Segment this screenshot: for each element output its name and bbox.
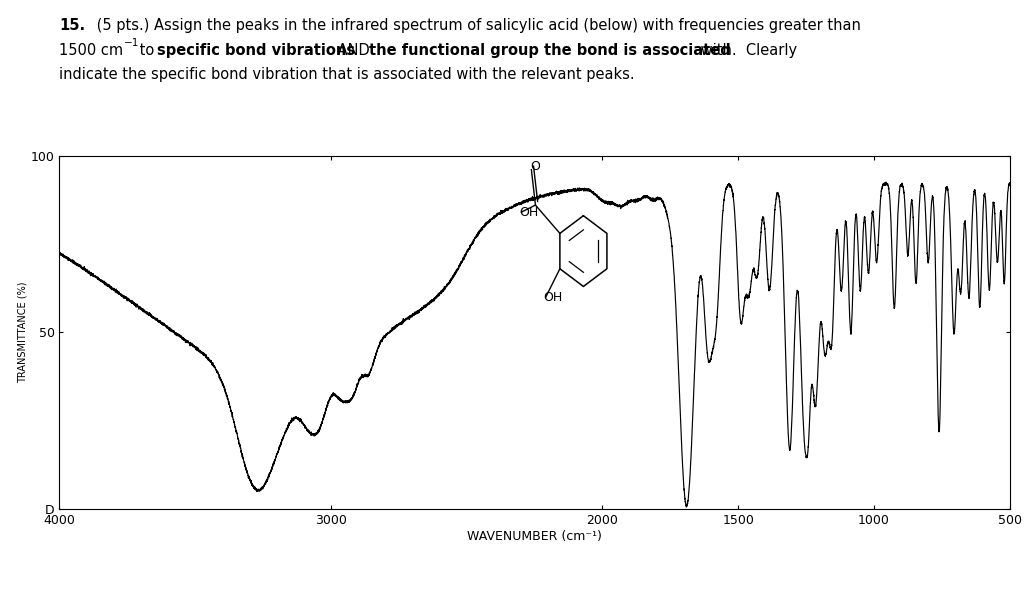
- Text: OH: OH: [544, 290, 563, 304]
- Text: O: O: [530, 160, 540, 173]
- Text: specific bond vibrations: specific bond vibrations: [157, 43, 354, 58]
- Text: (5 pts.) Assign the peaks in the infrared spectrum of salicylic acid (below) wit: (5 pts.) Assign the peaks in the infrare…: [92, 18, 861, 34]
- Text: to: to: [135, 43, 159, 58]
- X-axis label: WAVENUMBER (cm⁻¹): WAVENUMBER (cm⁻¹): [467, 530, 602, 543]
- Text: indicate the specific bond vibration that is associated with the relevant peaks.: indicate the specific bond vibration tha…: [59, 67, 635, 82]
- Text: OH: OH: [519, 206, 539, 218]
- Y-axis label: TRANSMITTANCE (%): TRANSMITTANCE (%): [17, 282, 28, 383]
- Text: AND: AND: [333, 43, 374, 58]
- Text: the functional group the bond is associated: the functional group the bond is associa…: [369, 43, 730, 58]
- Text: with.  Clearly: with. Clearly: [696, 43, 798, 58]
- Text: −1: −1: [124, 38, 139, 48]
- Text: 1500 cm: 1500 cm: [59, 43, 124, 58]
- Text: 15.: 15.: [59, 18, 86, 34]
